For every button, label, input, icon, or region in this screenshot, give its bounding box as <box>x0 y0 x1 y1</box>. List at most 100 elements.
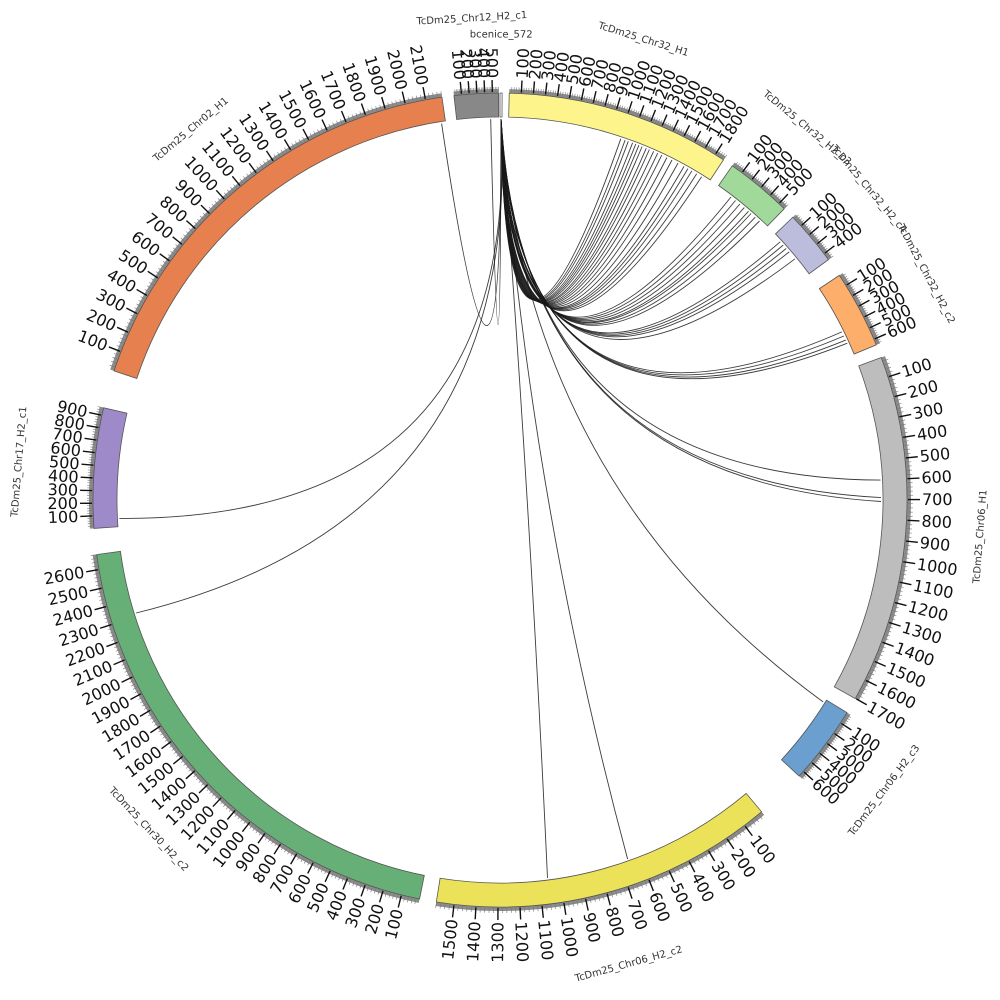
minor-tick <box>307 860 311 866</box>
segment-arc <box>453 92 500 120</box>
minor-tick <box>898 586 904 588</box>
minor-tick <box>225 805 230 810</box>
minor-tick <box>868 323 874 326</box>
minor-tick <box>573 93 576 99</box>
minor-tick <box>886 630 892 633</box>
major-tick <box>888 621 901 627</box>
major-tick <box>899 581 912 586</box>
minor-tick <box>252 826 257 832</box>
minor-tick <box>892 386 898 389</box>
minor-tick <box>138 299 144 303</box>
minor-tick <box>277 151 281 157</box>
minor-tick <box>147 713 153 717</box>
minor-tick <box>600 99 602 105</box>
minor-tick <box>193 773 198 778</box>
minor-tick <box>234 812 239 817</box>
tick-label: 1000 <box>916 554 959 579</box>
minor-tick <box>160 264 165 268</box>
minor-tick <box>392 893 395 899</box>
minor-tick <box>102 609 108 612</box>
tick-label: 500 <box>919 444 951 466</box>
minor-tick <box>92 431 98 433</box>
minor-tick <box>849 286 854 290</box>
minor-tick <box>744 169 748 174</box>
major-tick <box>688 861 696 873</box>
major-tick <box>707 850 716 862</box>
minor-tick <box>255 828 260 834</box>
minor-tick <box>211 203 216 208</box>
minor-tick <box>757 179 762 184</box>
major-tick <box>378 890 384 903</box>
minor-tick <box>866 318 872 322</box>
major-tick <box>903 561 916 565</box>
major-tick <box>136 288 148 297</box>
major-tick <box>672 119 679 131</box>
minor-tick <box>665 872 668 878</box>
minor-tick <box>681 865 684 871</box>
major-tick <box>819 752 830 762</box>
major-tick <box>159 253 170 262</box>
tick-label: 600 <box>921 467 952 488</box>
minor-tick <box>648 115 651 121</box>
segments-layer: bcenice_57210020030040050060070080090010… <box>10 10 990 985</box>
minor-tick <box>149 716 155 720</box>
minor-tick <box>799 219 804 224</box>
minor-tick <box>246 173 250 179</box>
minor-tick <box>91 441 97 443</box>
minor-tick <box>158 267 163 272</box>
minor-tick <box>692 135 696 141</box>
minor-tick <box>812 234 817 239</box>
minor-tick <box>902 565 908 567</box>
minor-tick <box>798 218 803 222</box>
minor-tick <box>713 148 717 153</box>
minor-tick <box>896 403 902 405</box>
minor-tick <box>173 750 179 754</box>
minor-tick <box>172 247 178 252</box>
minor-tick <box>387 102 390 108</box>
major-tick <box>130 693 142 701</box>
major-tick <box>121 676 133 683</box>
minor-tick <box>188 228 193 232</box>
minor-tick <box>800 775 805 780</box>
minor-tick <box>125 326 130 329</box>
minor-tick <box>287 849 291 855</box>
link-ribbon <box>500 118 824 703</box>
minor-tick <box>891 382 897 385</box>
minor-tick <box>303 859 307 864</box>
minor-tick <box>904 549 910 551</box>
minor-tick <box>313 131 317 137</box>
minor-tick <box>93 428 99 431</box>
minor-tick <box>206 787 211 792</box>
minor-tick <box>175 244 180 248</box>
minor-tick <box>595 98 598 104</box>
minor-tick <box>867 320 873 324</box>
minor-tick <box>585 96 588 102</box>
minor-tick <box>803 223 808 228</box>
minor-tick <box>830 739 835 743</box>
tick-label: 100 <box>513 48 534 79</box>
tick-label: 700 <box>922 490 953 509</box>
minor-tick <box>332 122 335 128</box>
minor-tick <box>589 897 592 903</box>
minor-tick <box>611 102 614 108</box>
minor-tick <box>95 416 101 418</box>
major-tick <box>779 193 789 204</box>
major-tick <box>226 809 236 820</box>
minor-tick <box>134 307 140 311</box>
tick-label: 300 <box>911 398 945 423</box>
segment-arc <box>780 699 848 777</box>
minor-tick <box>876 657 882 660</box>
major-tick <box>694 130 702 142</box>
tick-label: 400 <box>473 47 493 78</box>
minor-tick <box>704 852 708 858</box>
tick-label: 100 <box>47 507 78 527</box>
minor-tick <box>110 360 116 364</box>
minor-tick <box>781 200 786 205</box>
minor-tick <box>858 694 863 698</box>
minor-tick <box>455 89 458 95</box>
minor-tick <box>765 185 769 191</box>
minor-tick <box>857 301 863 305</box>
minor-tick <box>268 837 272 843</box>
major-tick <box>761 177 770 188</box>
minor-tick <box>243 819 248 825</box>
